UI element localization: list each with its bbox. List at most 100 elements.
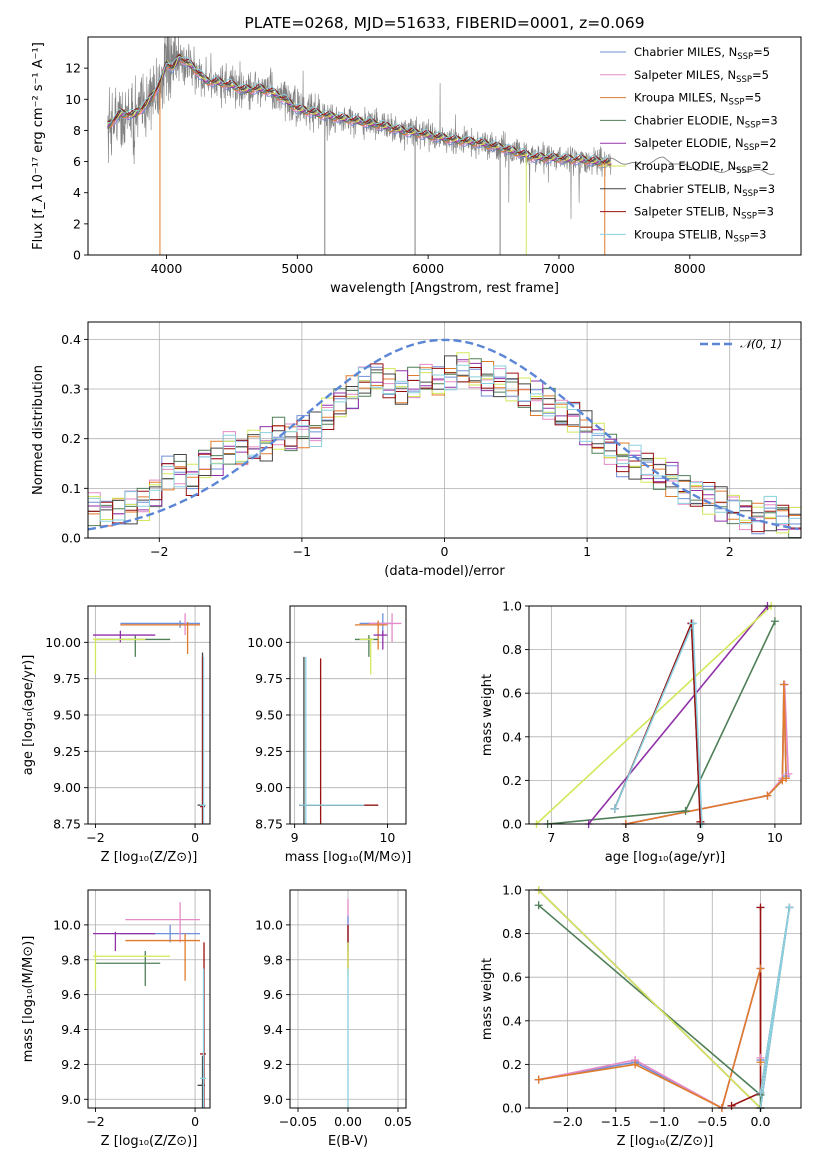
y-tick-label: 10.00 <box>247 635 283 650</box>
x-tick-label: 0 <box>191 830 199 845</box>
model-kroupa_stelib <box>107 55 612 162</box>
legend-label: Kroupa MILES, N <box>634 91 729 105</box>
y-tick-label: 0.0 <box>502 1101 522 1116</box>
y-tick-label: 0.8 <box>502 642 522 657</box>
y-tick-label: 10.0 <box>53 917 81 932</box>
legend-n: =3 <box>757 205 774 219</box>
x-tick-label: 10 <box>379 830 395 845</box>
y-tick-label: 4 <box>73 185 81 200</box>
legend-n: =3 <box>749 227 766 241</box>
panel-weight_vs_Z: −2.0 −1.5 −1.0 −0.5 0.0 0.0 0.2 0.4 0.6 0.8 1.0 Z [… <box>480 883 802 1149</box>
legend-entry: Salpeter MILES, NSSP=5 <box>634 68 769 85</box>
legend-label: Salpeter MILES, N <box>634 68 736 82</box>
panel-weight_vs_age: 7 8 9 10 0.0 0.2 0.4 0.6 0.8 1.0 age [log₁₀(age/yr… <box>480 599 802 865</box>
legend-label: Kroupa ELODIE, N <box>634 159 736 173</box>
x-tick-label: −0.05 <box>279 1114 317 1129</box>
x-tick-label: −0.5 <box>697 1114 727 1129</box>
line-kroupa_miles <box>625 684 787 824</box>
y-tick-label: 9.8 <box>61 952 81 967</box>
y-tick-label: 0.4 <box>502 729 522 744</box>
legend-subscript: SSP <box>729 98 745 108</box>
y-tick-label: 1.0 <box>502 599 522 614</box>
point-chabrier_elodie <box>534 901 543 910</box>
point-salpeter_stelib <box>727 1101 736 1110</box>
x-tick-label: 0 <box>191 1114 199 1129</box>
x-tick-label: 0.00 <box>334 1114 362 1129</box>
x-tick-label: 10 <box>767 830 783 845</box>
x-axis-label: mass [log₁₀(M/M⊙)] <box>285 850 412 865</box>
x-axis-label: age [log₁₀(age/yr)] <box>605 850 726 865</box>
y-tick-label: 2 <box>73 216 81 231</box>
axes-frame <box>87 36 802 256</box>
x-tick-label: −2 <box>86 830 104 845</box>
axes-frame <box>528 605 802 825</box>
x-axis-label: Z [log₁₀(Z/Z⊙)] <box>101 850 198 865</box>
point-kroupa_miles <box>534 1075 543 1084</box>
y-tick-label: 9.00 <box>53 780 81 795</box>
legend-n: =3 <box>758 182 775 196</box>
legend-subscript: SSP <box>736 166 752 176</box>
legend-label: Chabrier STELIB, N <box>634 182 742 196</box>
point-kroupa_stelib <box>610 804 619 813</box>
x-tick-label: 0.0 <box>751 1114 771 1129</box>
y-tick-label: 9.2 <box>263 1057 283 1072</box>
x-tick-label: −1.0 <box>649 1114 679 1129</box>
x-axis-label: Z [log₁₀(Z/Z⊙)] <box>617 1134 714 1149</box>
legend-subscript: SSP <box>737 52 753 62</box>
y-tick-label: 9.6 <box>263 987 283 1002</box>
x-tick-label: −2 <box>150 544 168 559</box>
x-tick-label: 7000 <box>543 261 575 276</box>
y-tick-label: 9.0 <box>263 1092 283 1107</box>
panel-spectrum: 4000 5000 6000 7000 8000 0 2 4 6 8 10 12 wavelength … <box>31 14 802 296</box>
x-tick-label: 4000 <box>151 261 183 276</box>
legend-n: =5 <box>744 91 761 105</box>
x-tick-label: 0.05 <box>384 1114 412 1129</box>
plot-area-residuals <box>88 322 801 538</box>
panel-residuals: −2 −1 0 1 2 0.0 0.1 0.2 0.3 0.4 (data-model)/error… <box>31 321 802 579</box>
legend-entry: Kroupa STELIB, NSSP=3 <box>634 227 766 244</box>
y-tick-label: 0.6 <box>502 686 522 701</box>
legend-entry: Chabrier ELODIE, NSSP=3 <box>634 113 778 130</box>
y-tick-label: 0.0 <box>61 531 81 546</box>
y-tick-label: 9.75 <box>53 671 81 686</box>
legend-entry: Salpeter STELIB, NSSP=3 <box>634 205 774 222</box>
x-tick-label: 9 <box>291 830 299 845</box>
legend-subscript: SSP <box>741 212 757 222</box>
legend-label: Salpeter STELIB, N <box>634 205 741 219</box>
x-tick-label: 8000 <box>674 261 706 276</box>
x-tick-label: 1 <box>583 544 591 559</box>
y-tick-label: 9.25 <box>255 744 283 759</box>
x-axis-label: wavelength [Angstrom, rest frame] <box>330 281 559 296</box>
y-tick-label: 9.50 <box>53 708 81 723</box>
y-axis-label: Flux [f_λ 10⁻¹⁷ erg cm⁻² s⁻¹ A⁻¹] <box>31 42 46 250</box>
y-tick-label: 9.8 <box>263 952 283 967</box>
y-tick-label: 0.0 <box>502 817 522 832</box>
legend-subscript: SSP <box>742 189 758 199</box>
line-chabrier_elodie <box>538 904 762 1108</box>
x-tick-label: 0 <box>441 544 449 559</box>
y-tick-label: 0.1 <box>61 481 81 496</box>
model-salpeter_elodie <box>107 56 612 166</box>
line-salpeter_stelib <box>613 623 702 822</box>
y-tick-label: 8.75 <box>255 817 283 832</box>
line-salpeter_miles <box>625 684 790 824</box>
plot-area-weight_vs_age <box>529 606 801 824</box>
x-tick-label: −1.5 <box>601 1114 631 1129</box>
legend-entry: Salpeter ELODIE, NSSP=2 <box>634 136 777 153</box>
y-tick-label: 1.0 <box>502 883 522 898</box>
legend-label: Salpeter ELODIE, N <box>634 136 744 150</box>
axes-frame <box>528 889 802 1109</box>
x-tick-label: 5000 <box>281 261 313 276</box>
panel-age_vs_Z: −2 0 8.75 9.00 9.25 9.50 9.75 10.00 Z [log₁₀(Z/Z… <box>21 605 211 865</box>
legend-n: =5 <box>752 68 769 82</box>
panel-mass_vs_ebv: −0.05 0.00 0.05 9.0 9.2 9.4 9.6 9.8 10.0 E(B-V) <box>255 889 412 1149</box>
y-tick-label: 9.4 <box>61 1022 81 1037</box>
point-kroupa_stelib <box>756 1088 765 1097</box>
point-kroupa_miles <box>756 1058 765 1067</box>
point-kroupa_miles <box>756 964 765 973</box>
point-kroupa_miles <box>779 680 788 689</box>
x-tick-label: 8 <box>622 830 630 845</box>
line-chabrier_stelib <box>613 623 702 824</box>
y-tick-label: 9.75 <box>255 671 283 686</box>
y-tick-label: 0 <box>73 248 81 263</box>
